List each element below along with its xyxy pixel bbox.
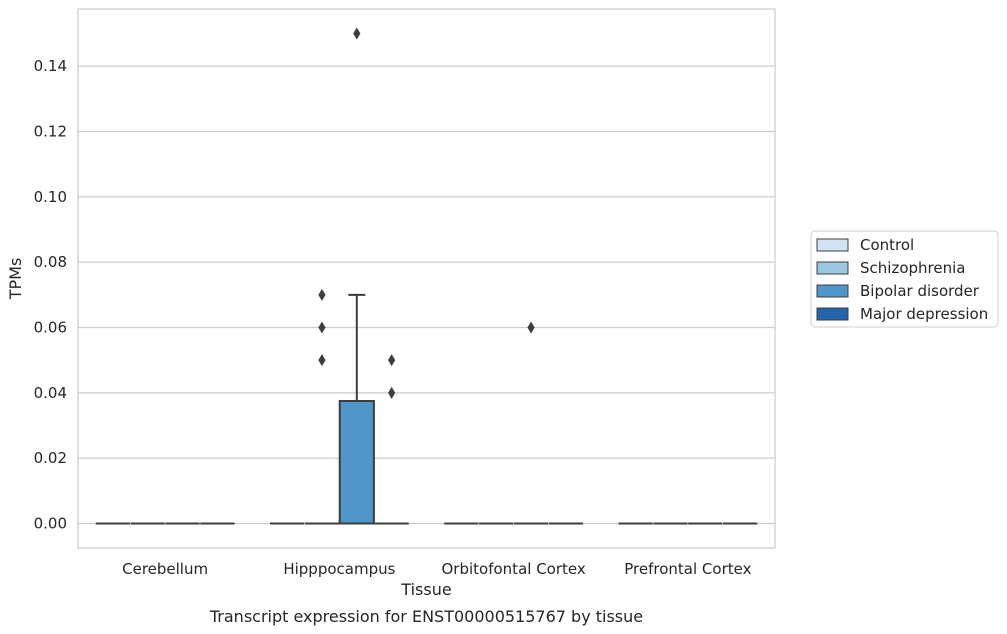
y-axis-ticks: 0.00 0.02 0.04 0.06 0.08 0.10 0.12 0.14 [34,57,67,532]
x-tick-label: Cerebellum [122,560,208,578]
outlier-point [388,386,396,399]
x-tick-label: Prefrontal Cortex [624,560,751,578]
box-body [338,400,375,525]
x-axis-label: Tissue [400,580,451,599]
x-tick-label: Orbitofontal Cortex [442,560,586,578]
box-plot-marks [95,27,758,525]
legend-label: Schizophrenia [860,259,965,277]
x-tick-label: Hipppocampus [283,560,395,578]
x-axis-ticks: Cerebellum Hipppocampus Orbitofontal Corte… [122,560,751,578]
legend-swatch [816,307,849,321]
box-bipolar-disorder [513,321,549,525]
legend-label: Bipolar disorder [860,282,980,300]
chart-caption: Transcript expression for ENST0000051576… [209,607,643,626]
y-tick-label: 0.12 [34,123,67,141]
grid-lines [78,65,775,525]
y-tick-label: 0.06 [34,319,67,337]
y-tick-label: 0.10 [34,188,67,206]
outlier-point [318,354,326,367]
legend-label: Major depression [860,305,988,323]
plot-frame [77,8,776,549]
outlier-point [318,288,326,301]
outlier-point [388,354,396,367]
outlier-point [527,321,535,334]
box-major-depression [374,354,409,525]
outlier-point [318,321,326,334]
legend-frame [810,230,999,328]
box-schizophrenia [304,288,340,525]
legend-label: Control [860,236,914,254]
y-tick-label: 0.08 [34,253,67,271]
legend-swatch [816,261,849,275]
outlier-point [353,27,361,40]
y-tick-label: 0.14 [34,57,67,75]
y-tick-label: 0.04 [34,384,67,402]
legend-swatch [816,238,849,252]
y-axis-label: TPMs [6,258,25,301]
legend-swatch [816,284,849,298]
y-tick-label: 0.00 [34,515,67,533]
box-bipolar-disorder [338,27,375,525]
y-tick-label: 0.02 [34,449,67,467]
legend: Control Schizophrenia Bipolar disorder Majo… [810,230,999,328]
